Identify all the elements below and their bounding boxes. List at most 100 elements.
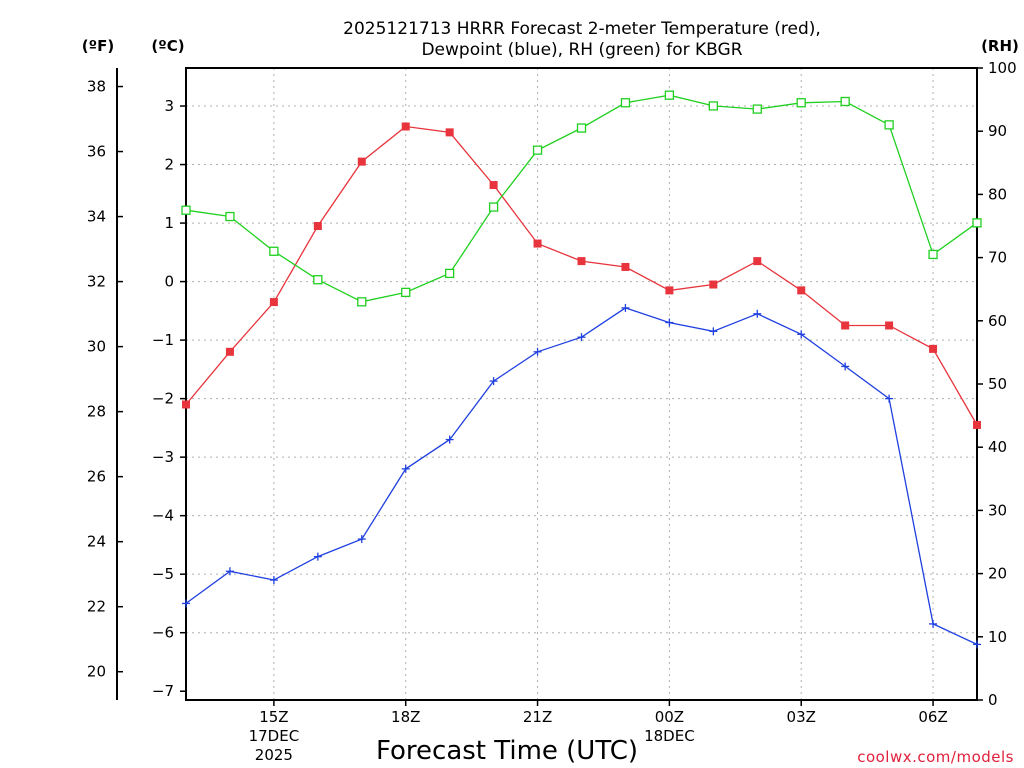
x-tick-label: 00Z [655, 708, 684, 726]
rh-point [532, 145, 543, 155]
fahrenheit-tick-label: 32 [87, 273, 106, 291]
chart-title-line1: 2025121713 HRRR Forecast 2-meter Tempera… [343, 19, 821, 39]
fahrenheit-tick-label: 34 [87, 208, 106, 226]
fahrenheit-tick-label: 20 [87, 663, 106, 681]
fahrenheit-tick-label: 30 [87, 338, 106, 356]
celsius-tick-label: −3 [152, 448, 174, 466]
rh-point [664, 90, 675, 100]
dewpoint-point [973, 640, 981, 649]
rh-point [620, 98, 631, 108]
celsius-tick-label: −1 [152, 331, 174, 349]
x-tick-label: 18DEC [644, 727, 695, 745]
rh-point [576, 123, 587, 133]
rh-point [796, 98, 806, 108]
rh-point [445, 268, 455, 279]
dewpoint-point [225, 567, 234, 576]
temperature-point [753, 257, 762, 266]
temperature-point [225, 347, 234, 356]
temperature-point [621, 262, 630, 271]
temperature-point [841, 321, 850, 330]
chart-title-line2: Dewpoint (blue), RH (green) for KBGR [421, 40, 742, 60]
temperature-line [185, 125, 978, 426]
credit-text: coolwx.com/models [857, 748, 1014, 766]
temperature-point [709, 280, 718, 289]
celsius-tick-label: 2 [164, 156, 174, 174]
dewpoint-point [753, 309, 762, 318]
dewpoint-point [797, 330, 806, 339]
dewpoint-point [621, 303, 630, 312]
rh-point [708, 101, 718, 111]
dewpoint-point [445, 435, 454, 444]
fahrenheit-tick-label: 28 [87, 403, 106, 421]
celsius-tick-label: −6 [152, 624, 174, 642]
temperature-point [182, 400, 190, 409]
dewpoint-point [489, 377, 498, 386]
rh-tick-label: 60 [988, 312, 1007, 330]
rh-unit-label: (RH) [981, 37, 1019, 55]
rh-point [181, 205, 191, 215]
rh-tick-label: 80 [988, 185, 1007, 203]
fahrenheit-tick-label: 22 [87, 598, 106, 616]
celsius-tick-label: 3 [164, 97, 174, 115]
rh-point [313, 275, 323, 285]
rh-point [488, 202, 499, 212]
dewpoint-point [929, 619, 938, 628]
x-tick-label: 06Z [918, 708, 947, 726]
rh-tick-label: 10 [988, 628, 1007, 646]
celsius-tick-label: 1 [164, 214, 174, 232]
rh-tick-label: 100 [988, 59, 1017, 77]
fahrenheit-tick-label: 38 [87, 78, 106, 96]
rh-point [401, 287, 411, 298]
rh-point [972, 218, 982, 228]
x-tick-label: 03Z [787, 708, 816, 726]
temperature-point [797, 286, 806, 295]
temperature-point [665, 286, 674, 295]
celsius-tick-label: −4 [152, 507, 174, 525]
dewpoint-point [577, 333, 586, 342]
x-axis-label: Forecast Time (UTC) [376, 736, 638, 766]
celsius-tick-label: 0 [164, 273, 174, 291]
celsius-tick-label: −2 [152, 390, 174, 408]
fahrenheit-unit-label: (ºF) [82, 37, 114, 55]
dewpoint-point [885, 394, 894, 403]
rh-point [357, 297, 367, 307]
data-series [181, 90, 982, 649]
fahrenheit-tick-label: 36 [87, 143, 106, 161]
dewpoint-point [182, 599, 190, 608]
celsius-tick-label: −5 [152, 565, 174, 583]
dewpoint-point [709, 327, 718, 336]
rh-tick-label: 30 [988, 501, 1007, 519]
rh-point [269, 246, 279, 256]
rh-tick-label: 20 [988, 565, 1007, 583]
grid-lines [186, 68, 977, 700]
dewpoint-point [357, 535, 366, 544]
dewpoint-point [533, 347, 542, 356]
dewpoint-point [269, 576, 278, 585]
dewpoint-point [665, 318, 674, 327]
temperature-point [577, 257, 586, 266]
x-tick-label: 18Z [391, 708, 420, 726]
rh-point [928, 249, 938, 260]
fahrenheit-tick-label: 26 [87, 468, 106, 486]
temperature-point [533, 239, 542, 248]
dewpoint-point [841, 362, 850, 371]
rh-tick-label: 90 [988, 122, 1007, 140]
rh-point [225, 211, 235, 222]
rh-point [752, 104, 762, 114]
rh-tick-label: 70 [988, 249, 1007, 267]
x-tick-label: 17DEC [249, 727, 300, 745]
temperature-point [929, 344, 938, 353]
celsius-unit-label: (ºC) [151, 37, 184, 55]
rh-point [884, 120, 894, 130]
temperature-point [401, 122, 410, 131]
rh-tick-label: 50 [988, 375, 1007, 393]
dewpoint-point [313, 552, 322, 561]
rh-point [840, 96, 850, 107]
x-tick-label: 15Z [259, 708, 288, 726]
x-tick-label: 21Z [523, 708, 552, 726]
temperature-point [269, 298, 278, 307]
temperature-point [885, 321, 894, 330]
rh-tick-label: 0 [988, 691, 998, 709]
